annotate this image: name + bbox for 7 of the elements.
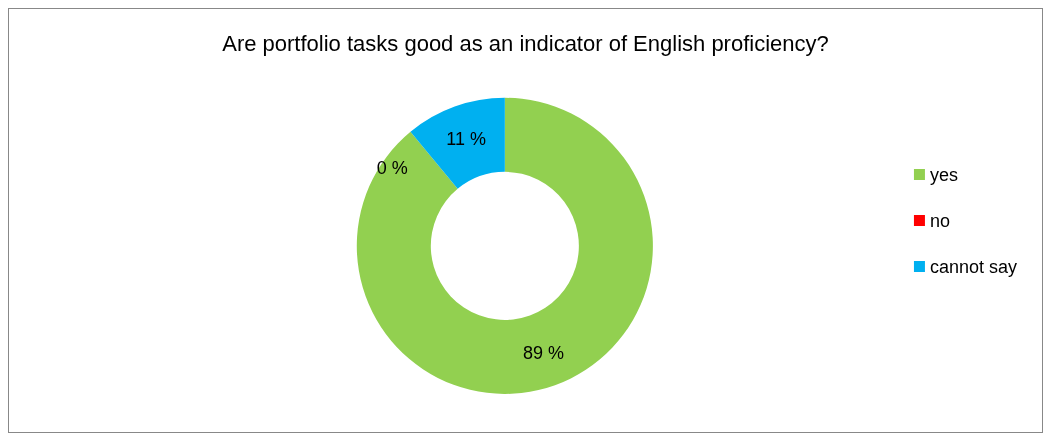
legend-label: cannot say: [929, 256, 1018, 277]
text: 0 %: [376, 158, 408, 179]
chart-title: Are portfolio tasks good as an indicator of English proficiency?: [222, 30, 829, 56]
data-label: 11 %: [446, 128, 487, 149]
legend-label: yes: [929, 164, 958, 185]
legend-label: no: [929, 210, 950, 231]
data-label: 89 %: [522, 343, 564, 364]
